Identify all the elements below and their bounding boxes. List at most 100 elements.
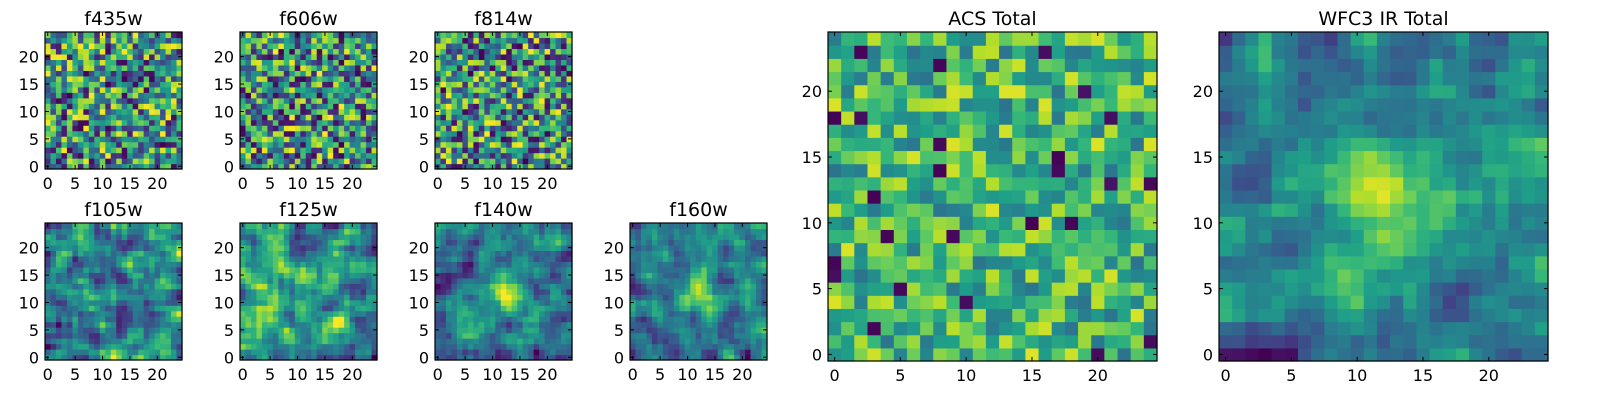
- heatmap-cell: [739, 349, 746, 356]
- heatmap-cell: [338, 86, 345, 93]
- heatmap-cell: [311, 32, 318, 39]
- heatmap-cell: [435, 321, 442, 328]
- heatmap-cell: [278, 283, 285, 290]
- heatmap-cell: [646, 239, 653, 246]
- heatmap-cell: [566, 288, 573, 295]
- heatmap-cell: [240, 343, 247, 350]
- heatmap-cell: [635, 277, 642, 284]
- heatmap-cell: [435, 125, 442, 132]
- heatmap-cell: [61, 158, 68, 165]
- heatmap-cell: [300, 343, 307, 350]
- heatmap-cell: [121, 32, 128, 39]
- heatmap-cell: [511, 316, 518, 323]
- heatmap-cell: [165, 152, 172, 159]
- heatmap-cell: [522, 147, 529, 154]
- heatmap-cell: [333, 272, 340, 279]
- heatmap-cell: [83, 92, 90, 99]
- heatmap-cell: [349, 316, 356, 323]
- heatmap-cell: [1091, 229, 1105, 244]
- heatmap-cell: [828, 282, 842, 296]
- heatmap-cell: [149, 321, 156, 328]
- heatmap-cell: [668, 223, 675, 230]
- heatmap-cell: [561, 332, 568, 339]
- heatmap-cell: [701, 343, 708, 350]
- heatmap-cell: [55, 75, 63, 82]
- heatmap-cell: [143, 272, 150, 279]
- heatmap-cell: [495, 332, 502, 339]
- heatmap-cell: [528, 261, 535, 268]
- heatmap-cell: [176, 283, 183, 290]
- heatmap-cell: [761, 294, 768, 301]
- heatmap-cell: [478, 349, 485, 356]
- heatmap-cell: [467, 244, 474, 251]
- heatmap-cell: [110, 316, 117, 323]
- heatmap-cell: [355, 305, 362, 312]
- heatmap-cell: [933, 268, 948, 283]
- heatmap-cell: [467, 332, 474, 339]
- heatmap-cell: [349, 92, 356, 99]
- heatmap-cell: [344, 86, 351, 93]
- heatmap-cell: [539, 119, 546, 126]
- heatmap-cell: [500, 239, 507, 246]
- heatmap-cell: [99, 288, 106, 295]
- heatmap-cell: [544, 147, 551, 154]
- heatmap-cell: [355, 48, 362, 55]
- heatmap-cell: [138, 158, 145, 165]
- heatmap-cell: [66, 37, 73, 44]
- heatmap-cell: [561, 244, 568, 251]
- heatmap-cell: [344, 42, 351, 50]
- heatmap-cell: [495, 97, 502, 104]
- heatmap-cell: [489, 147, 496, 154]
- heatmap-cell: [999, 255, 1013, 270]
- heatmap-cell: [1104, 176, 1119, 191]
- heatmap-cell: [473, 147, 480, 154]
- heatmap-cell: [500, 75, 507, 82]
- heatmap-cell: [517, 327, 524, 334]
- y-tick-label: 0: [614, 348, 624, 367]
- heatmap-cell: [261, 288, 268, 295]
- heatmap-cell: [149, 277, 156, 284]
- heatmap-cell: [267, 136, 274, 143]
- heatmap-cell: [245, 37, 252, 44]
- heatmap-cell: [712, 283, 719, 290]
- heatmap-cell: [149, 266, 156, 273]
- heatmap-cell: [854, 282, 869, 296]
- heatmap-cell: [165, 272, 172, 279]
- heatmap-cell: [972, 163, 987, 178]
- heatmap-cell: [761, 343, 768, 350]
- heatmap-cell: [673, 310, 680, 317]
- heatmap-cell: [165, 250, 172, 257]
- heatmap-cell: [333, 108, 340, 115]
- heatmap-cell: [245, 255, 252, 262]
- heatmap-cell: [88, 338, 95, 345]
- heatmap-cell: [679, 305, 686, 312]
- heatmap-cell: [651, 239, 658, 246]
- heatmap-cell: [695, 332, 702, 339]
- heatmap-cell: [72, 261, 79, 268]
- heatmap-cell: [94, 343, 101, 350]
- heatmap-cell: [160, 103, 167, 110]
- heatmap-cell: [1091, 203, 1105, 217]
- heatmap-cell: [489, 327, 496, 334]
- heatmap-cell: [366, 64, 373, 71]
- heatmap-cell: [495, 349, 502, 356]
- heatmap-cell: [160, 48, 167, 55]
- heatmap-cell: [1117, 268, 1132, 283]
- heatmap-cell: [690, 250, 697, 257]
- heatmap-cell: [300, 233, 307, 241]
- heatmap-cell: [338, 81, 345, 88]
- heatmap-cell: [311, 327, 318, 334]
- heatmap-cell: [440, 277, 447, 284]
- heatmap-cell: [867, 189, 882, 204]
- heatmap-cell: [338, 338, 345, 345]
- heatmap-cell: [662, 316, 669, 323]
- heatmap-cell: [176, 70, 183, 77]
- heatmap-cell: [445, 305, 453, 312]
- heatmap-cell: [245, 338, 252, 345]
- heatmap-cell: [561, 338, 568, 345]
- heatmap-cell: [160, 354, 167, 361]
- heatmap-cell: [522, 223, 529, 230]
- heatmap-cell: [506, 299, 513, 306]
- heatmap-cell: [841, 334, 855, 349]
- heatmap-cell: [539, 130, 546, 137]
